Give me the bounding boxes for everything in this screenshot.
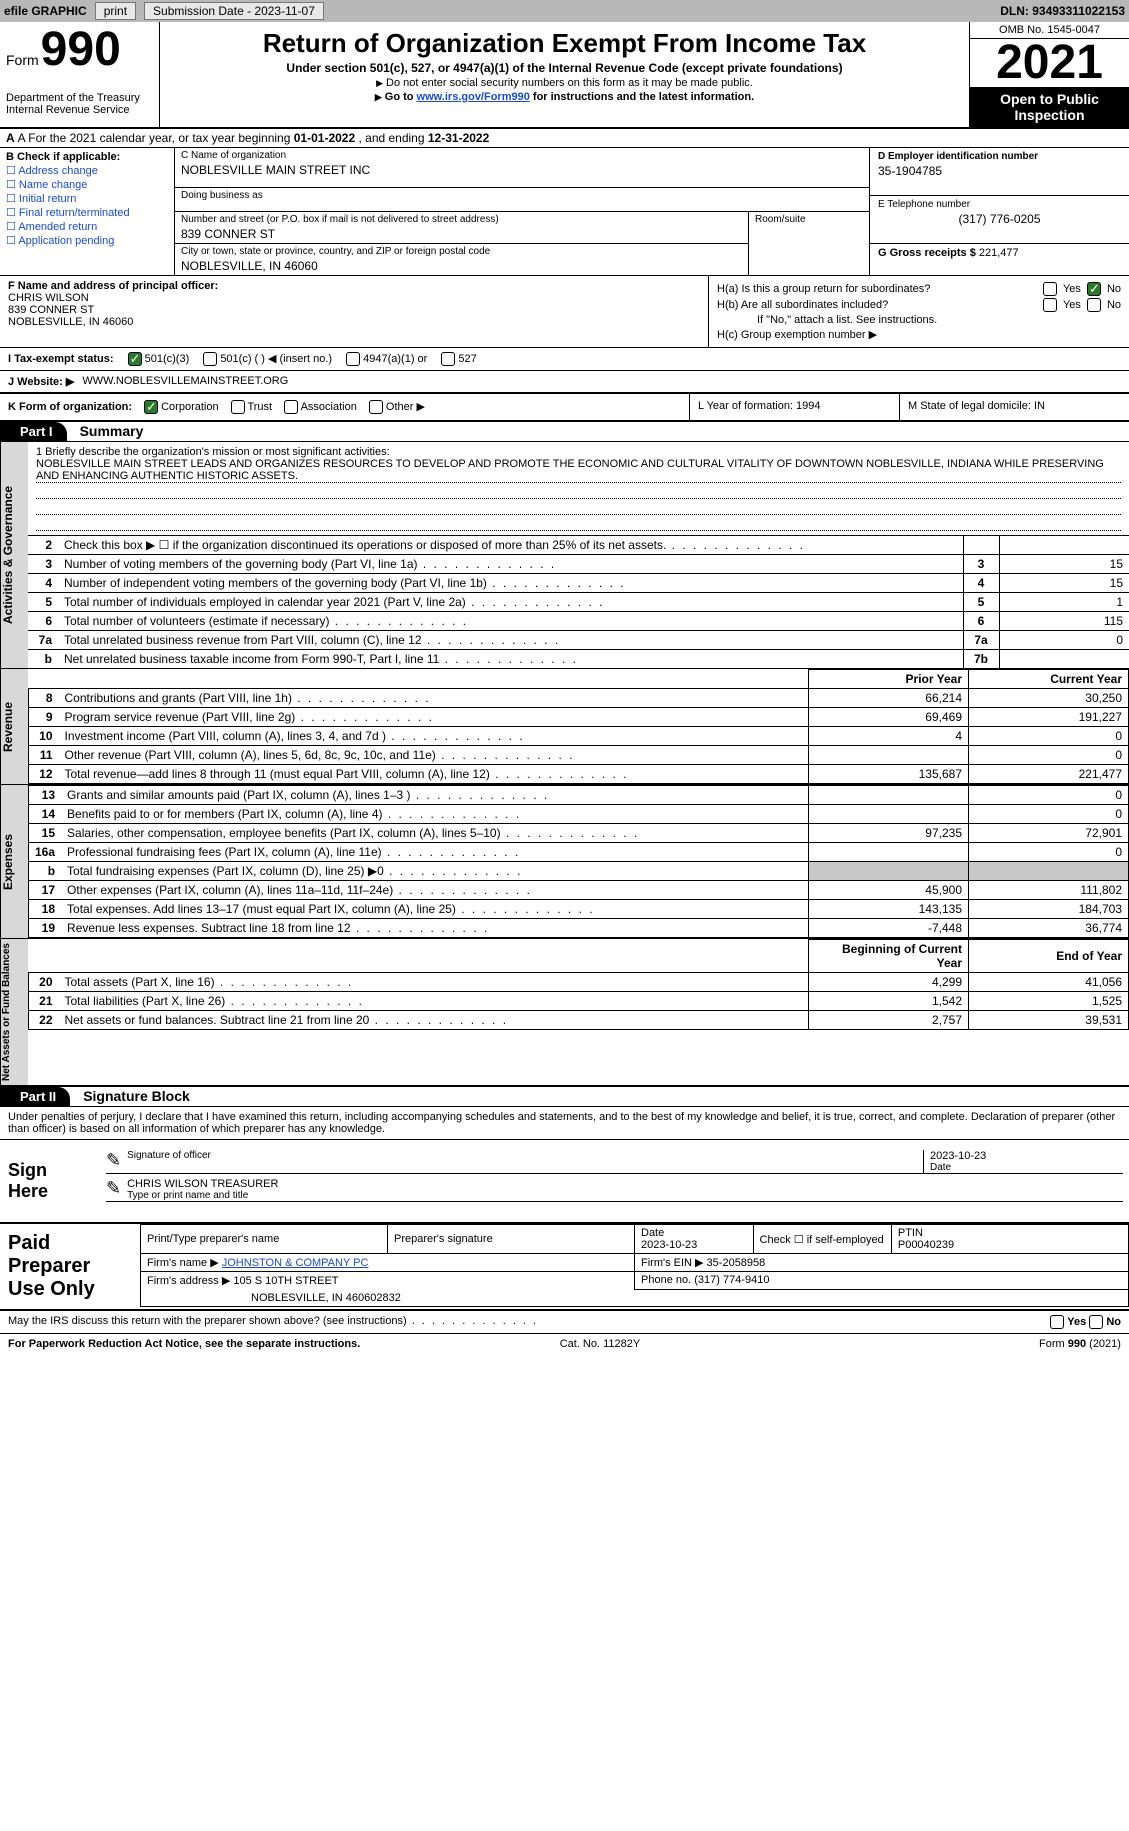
dln: DLN: 93493311022153 [1000,4,1125,18]
state-domicile: M State of legal domicile: IN [899,394,1129,420]
firm-name: JOHNSTON & COMPANY PC [222,1257,369,1269]
vtab-net-assets: Net Assets or Fund Balances [0,939,28,1085]
hb-note: If "No," attach a list. See instructions… [717,314,1121,326]
print-button[interactable]: print [95,2,136,20]
form-footer: Form 990 (2021) [1039,1338,1121,1350]
year-formation: L Year of formation: 1994 [689,394,899,420]
cb-trust[interactable] [231,400,245,414]
cb-4947[interactable] [346,352,360,366]
firm-address: 105 S 10TH STREET [233,1275,338,1287]
website: WWW.NOBLESVILLEMAINSTREET.ORG [82,375,288,388]
room-suite-label: Room/suite [749,212,869,275]
org-name: NOBLESVILLE MAIN STREET INC [181,163,863,177]
officer-name: CHRIS WILSON [8,292,700,304]
form-header: Form 990 Department of the Treasury Inte… [0,22,1129,129]
preparer-table: Print/Type preparer's name Preparer's si… [140,1224,1129,1307]
irs-link[interactable]: www.irs.gov/Form990 [417,91,530,103]
cb-initial-return[interactable]: ☐ Initial return [6,192,168,205]
ptin: PTIN P00040239 [891,1225,1128,1254]
exempt-status-row: I Tax-exempt status: 501(c)(3) 501(c) ( … [0,348,1129,371]
submission-date: Submission Date - 2023-11-07 [144,2,324,20]
ha-no[interactable] [1087,282,1101,296]
col-b-checkboxes: B Check if applicable: ☐ Address change … [0,148,175,275]
part1-header: Part I [0,422,67,441]
form-subtitle: Under section 501(c), 527, or 4947(a)(1)… [168,61,961,75]
form-title: Return of Organization Exempt From Incom… [168,28,961,59]
officer-addr2: NOBLESVILLE, IN 46060 [8,316,700,328]
hc-group: H(c) Group exemption number ▶ [717,328,1121,341]
cb-501c3[interactable] [128,352,142,366]
cb-application-pending[interactable]: ☐ Application pending [6,234,168,247]
efile-label: efile GRAPHIC [4,4,87,18]
vtab-revenue: Revenue [0,669,28,784]
cb-527[interactable] [441,352,455,366]
expenses-table: 13Grants and similar amounts paid (Part … [28,785,1129,938]
paperwork-notice: For Paperwork Reduction Act Notice, see … [8,1338,360,1350]
vtab-governance: Activities & Governance [0,442,28,668]
ha-yes[interactable] [1043,282,1057,296]
signature-intro: Under penalties of perjury, I declare th… [0,1107,1129,1140]
vtab-expenses: Expenses [0,785,28,938]
cb-corp[interactable] [144,400,158,414]
sign-here-label: Sign Here [0,1140,100,1222]
paid-preparer-label: Paid Preparer Use Only [0,1224,140,1309]
discuss-question: May the IRS discuss this return with the… [8,1315,538,1329]
firm-ein: Firm's EIN ▶ 35-2058958 [635,1254,1129,1272]
part2-title: Signature Block [73,1086,200,1106]
cb-final-return[interactable]: ☐ Final return/terminated [6,206,168,219]
cb-name-change[interactable]: ☐ Name change [6,178,168,191]
street-address: 839 CONNER ST [181,227,742,241]
cb-501c[interactable] [203,352,217,366]
cb-address-change[interactable]: ☐ Address change [6,164,168,177]
pen-icon: ✎ [106,1150,121,1173]
cb-assoc[interactable] [284,400,298,414]
part2-header: Part II [0,1087,70,1106]
revenue-table: Prior YearCurrent Year8Contributions and… [28,669,1129,784]
phone: (317) 776-0205 [878,212,1121,226]
hb-yes[interactable] [1043,298,1057,312]
mission-text: NOBLESVILLE MAIN STREET LEADS AND ORGANI… [36,458,1121,483]
governance-table: 2Check this box ▶ ☐ if the organization … [28,535,1129,668]
firm-phone: Phone no. (317) 774-9410 [635,1272,1129,1290]
officer-signature-name: CHRIS WILSON TREASURER [127,1178,1123,1190]
tax-year: 2021 [970,39,1129,87]
cat-no: Cat. No. 11282Y [560,1338,641,1350]
city-state-zip: NOBLESVILLE, IN 46060 [181,259,742,273]
officer-addr1: 839 CONNER ST [8,304,700,316]
cb-other[interactable] [369,400,383,414]
form-word: Form [6,52,39,68]
part1-title: Summary [70,421,154,441]
open-to-public: Open to Public Inspection [970,87,1129,127]
topbar: efile GRAPHIC print Submission Date - 20… [0,0,1129,22]
discuss-yes[interactable] [1050,1315,1064,1329]
discuss-no[interactable] [1089,1315,1103,1329]
dba-label: Doing business as [181,190,863,201]
hb-no[interactable] [1087,298,1101,312]
sig-date: 2023-10-23 [930,1150,1123,1162]
net-assets-table: Beginning of Current YearEnd of Year20To… [28,939,1129,1030]
cb-amended-return[interactable]: ☐ Amended return [6,220,168,233]
line-a: A A For the 2021 calendar year, or tax y… [0,129,1129,148]
form-number: 990 [41,26,121,74]
pen-icon: ✎ [106,1178,121,1201]
gross-receipts: 221,477 [979,247,1019,259]
dept-treasury: Department of the Treasury Internal Reve… [6,92,153,116]
note-ssn: Do not enter social security numbers on … [386,77,753,89]
ein: 35-1904785 [878,164,1121,178]
